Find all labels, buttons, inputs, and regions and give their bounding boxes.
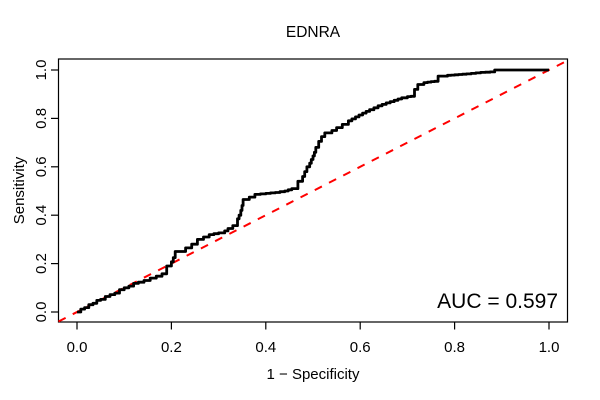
y-tick-label: 0.4 — [33, 205, 50, 226]
x-tick-label: 1.0 — [539, 339, 560, 356]
auc-annotation: AUC = 0.597 — [437, 290, 558, 313]
y-tick-label: 1.0 — [33, 60, 50, 81]
y-tick-label: 0.2 — [33, 253, 50, 274]
x-tick-label: 0.4 — [255, 339, 276, 356]
y-tick-label: 0.0 — [33, 302, 50, 323]
roc-curve-line — [77, 68, 549, 314]
x-tick-label: 0.6 — [350, 339, 371, 356]
y-axis-ticks: 0.0 0.2 0.4 0.6 0.8 1.0 — [33, 60, 59, 323]
y-axis-label: Sensitivity — [11, 156, 28, 224]
chart-title: EDNRA — [286, 24, 341, 41]
x-tick-label: 0.2 — [161, 339, 182, 356]
y-tick-label: 0.8 — [33, 108, 50, 129]
x-axis-label: 1 − Specificity — [267, 366, 360, 383]
y-tick-label: 0.6 — [33, 156, 50, 177]
x-tick-label: 0.0 — [67, 339, 88, 356]
x-axis-ticks: 0.0 0.2 0.4 0.6 0.8 1.0 — [67, 322, 560, 356]
plot-frame — [57, 58, 569, 323]
x-tick-label: 0.8 — [444, 339, 465, 356]
